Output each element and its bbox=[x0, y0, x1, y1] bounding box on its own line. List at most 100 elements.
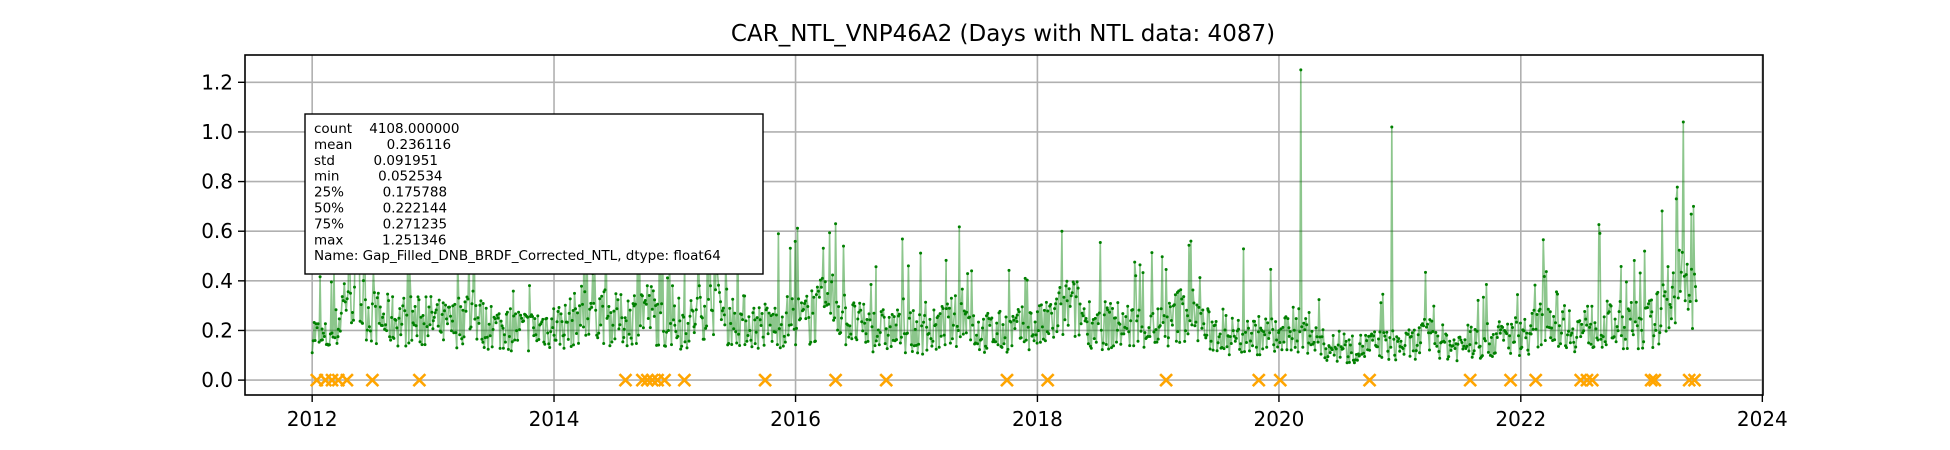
series-point bbox=[518, 328, 522, 332]
series-point bbox=[1054, 302, 1058, 306]
series-point bbox=[858, 301, 862, 305]
series-point bbox=[1182, 295, 1186, 299]
series-point bbox=[336, 335, 340, 339]
series-point bbox=[493, 317, 497, 321]
series-point bbox=[1264, 317, 1268, 321]
series-point bbox=[1244, 330, 1247, 334]
series-point bbox=[587, 332, 591, 336]
x-tick-label: 2024 bbox=[1737, 407, 1788, 431]
series-point bbox=[948, 341, 952, 345]
series-point bbox=[782, 334, 786, 338]
series-point bbox=[995, 321, 999, 325]
series-point bbox=[1670, 285, 1674, 289]
series-point bbox=[867, 312, 871, 316]
series-point bbox=[482, 346, 486, 349]
series-point bbox=[1659, 324, 1663, 328]
series-point bbox=[1204, 336, 1208, 340]
series-point bbox=[863, 321, 867, 325]
series-point bbox=[785, 295, 789, 299]
series-point bbox=[1540, 313, 1544, 317]
series-point bbox=[339, 311, 343, 315]
series-point bbox=[1344, 339, 1348, 343]
series-point bbox=[550, 317, 554, 321]
series-point bbox=[698, 295, 702, 299]
series-point bbox=[855, 338, 859, 342]
series-point bbox=[1347, 338, 1351, 342]
series-point bbox=[1187, 243, 1191, 247]
series-point bbox=[1659, 307, 1663, 311]
series-point bbox=[920, 324, 924, 328]
series-point bbox=[451, 319, 454, 323]
series-point bbox=[549, 330, 553, 334]
series-point bbox=[1411, 349, 1415, 353]
series-point bbox=[1452, 338, 1456, 342]
series-point bbox=[1587, 341, 1591, 345]
series-point bbox=[1138, 263, 1142, 267]
series-point bbox=[836, 328, 840, 332]
series-point bbox=[937, 345, 941, 349]
series-point bbox=[1035, 310, 1039, 314]
series-point bbox=[361, 321, 364, 325]
series-point bbox=[1158, 324, 1162, 328]
x-marker bbox=[1644, 373, 1659, 388]
series-point bbox=[1308, 334, 1312, 338]
x-marker-stroke bbox=[1463, 373, 1478, 388]
series-point bbox=[1035, 341, 1039, 345]
series-point bbox=[1575, 335, 1579, 339]
series-point bbox=[1550, 326, 1554, 330]
series-point bbox=[1651, 346, 1655, 349]
series-point bbox=[1319, 352, 1323, 356]
series-point bbox=[1042, 308, 1046, 312]
series-point bbox=[486, 347, 490, 351]
series-point bbox=[622, 336, 626, 339]
series-point bbox=[1389, 345, 1393, 349]
series-point bbox=[445, 317, 448, 321]
series-point bbox=[1368, 348, 1372, 352]
series-point bbox=[581, 302, 584, 306]
series-point bbox=[400, 322, 404, 326]
series-point bbox=[796, 226, 799, 230]
series-point bbox=[1390, 125, 1394, 129]
series-point bbox=[611, 323, 615, 327]
series-point bbox=[1173, 293, 1177, 297]
series-point bbox=[1281, 325, 1285, 329]
series-point bbox=[404, 344, 408, 348]
series-point bbox=[803, 302, 806, 305]
series-point bbox=[439, 330, 443, 334]
series-point bbox=[340, 295, 344, 299]
series-point bbox=[1043, 339, 1047, 343]
series-point bbox=[1600, 345, 1604, 349]
series-point bbox=[1326, 355, 1330, 359]
series-point bbox=[1473, 328, 1477, 331]
series-point bbox=[1247, 326, 1250, 330]
series-point bbox=[385, 329, 389, 333]
series-point bbox=[1509, 351, 1513, 355]
series-point bbox=[994, 340, 998, 344]
series-point bbox=[613, 337, 617, 341]
series-point bbox=[823, 280, 827, 284]
series-point bbox=[719, 318, 723, 322]
series-point bbox=[794, 343, 798, 347]
series-point bbox=[1640, 328, 1644, 332]
series-point bbox=[1448, 339, 1452, 343]
series-point bbox=[448, 305, 451, 309]
series-point bbox=[478, 303, 482, 307]
series-point bbox=[1342, 332, 1346, 336]
x-tick-label: 2016 bbox=[770, 407, 821, 431]
series-point bbox=[453, 302, 457, 306]
series-point bbox=[1609, 304, 1613, 308]
series-point bbox=[1628, 317, 1632, 321]
x-marker bbox=[1159, 373, 1174, 388]
series-point bbox=[505, 310, 509, 314]
series-point bbox=[907, 316, 911, 320]
series-point bbox=[1050, 311, 1054, 315]
x-marker-stroke bbox=[1644, 373, 1659, 388]
series-point bbox=[1495, 336, 1499, 339]
x-marker-stroke bbox=[365, 373, 380, 388]
series-point bbox=[659, 311, 663, 315]
series-point bbox=[727, 342, 731, 345]
series-point bbox=[1112, 344, 1115, 348]
series-point bbox=[455, 346, 459, 350]
series-point bbox=[945, 302, 949, 306]
